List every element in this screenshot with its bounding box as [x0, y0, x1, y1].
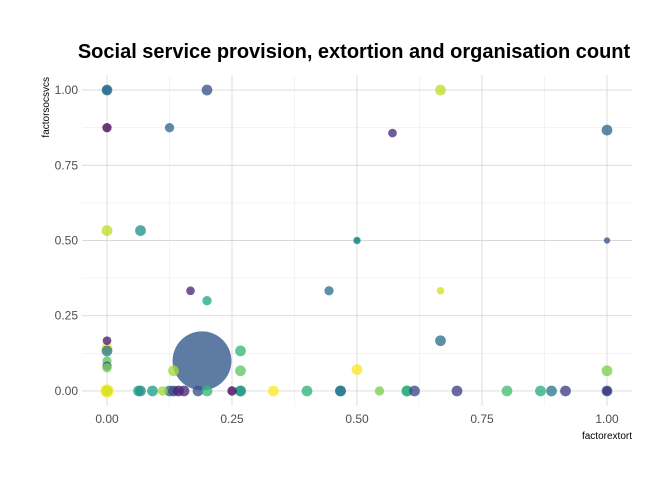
data-point: [451, 385, 463, 397]
data-point: [102, 85, 112, 95]
data-point: [101, 385, 113, 397]
data-point: [409, 385, 420, 397]
data-point: [501, 385, 513, 397]
data-point: [164, 123, 175, 133]
y-tick-label: 0.50: [55, 234, 79, 248]
x-tick-label: 0.50: [345, 412, 369, 426]
data-point: [388, 128, 397, 138]
data-point: [235, 385, 246, 397]
data-point: [135, 225, 146, 236]
data-point: [602, 386, 612, 396]
data-point: [535, 385, 546, 397]
data-point: [354, 237, 360, 244]
data-point: [436, 286, 445, 295]
data-point: [102, 123, 112, 133]
x-tick-label: 0.00: [95, 412, 119, 426]
data-point: [603, 237, 611, 244]
data-point: [178, 385, 190, 397]
data-point: [546, 385, 557, 397]
chart-title: Social service provision, extortion and …: [78, 41, 631, 63]
data-point: [235, 345, 246, 357]
data-point: [147, 385, 158, 397]
data-point: [601, 365, 613, 377]
y-tick-label: 0.25: [55, 309, 79, 323]
data-points: [100, 84, 613, 398]
data-point: [201, 84, 213, 96]
y-axis-ticks: 0.00 0.25 0.50 0.75 1.00: [55, 83, 79, 398]
data-point: [135, 385, 146, 397]
x-tick-label: 0.75: [470, 412, 494, 426]
data-point: [560, 385, 571, 397]
data-point: [168, 365, 179, 377]
x-axis-ticks: 0.00 0.25 0.50 0.75 1.00: [95, 412, 619, 426]
data-point: [601, 124, 613, 136]
y-tick-label: 1.00: [55, 83, 79, 97]
data-point: [186, 286, 195, 296]
data-point: [401, 385, 413, 397]
data-point: [101, 345, 113, 357]
data-point: [268, 385, 279, 397]
data-point: [172, 331, 232, 391]
data-point: [102, 363, 112, 373]
data-point: [102, 336, 112, 346]
data-point: [435, 335, 446, 347]
data-point: [202, 296, 212, 306]
data-point: [324, 286, 334, 296]
y-axis-label: factorsocsvcs: [41, 77, 52, 138]
x-tick-label: 1.00: [595, 412, 619, 426]
data-point: [157, 386, 168, 396]
data-point: [101, 225, 113, 236]
data-point: [335, 385, 346, 397]
x-tick-label: 0.25: [220, 412, 244, 426]
y-tick-label: 0.00: [55, 384, 79, 398]
y-tick-label: 0.75: [55, 158, 79, 172]
data-point: [235, 365, 246, 377]
x-axis-label: factorextort: [582, 431, 632, 442]
data-point: [227, 386, 237, 396]
data-point: [192, 385, 204, 397]
data-point: [374, 386, 385, 396]
data-point: [301, 385, 313, 397]
data-point: [201, 385, 213, 397]
data-point: [435, 84, 446, 96]
data-point: [351, 364, 363, 375]
